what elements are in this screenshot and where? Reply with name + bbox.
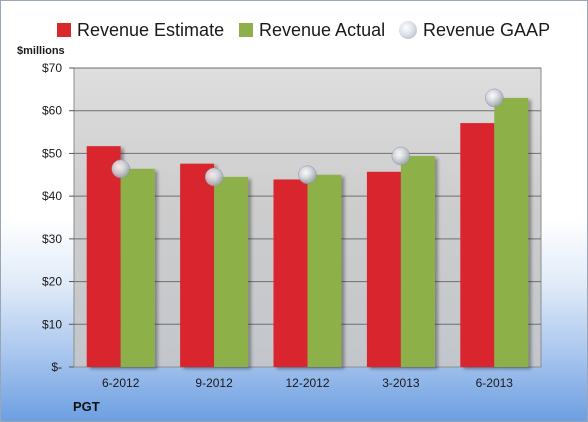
y-tick-label: $10: [42, 317, 62, 331]
y-tick-label: $50: [42, 146, 62, 160]
y-axis-unit-label: $millions: [17, 45, 65, 57]
y-tick-label: $60: [42, 104, 62, 118]
marker-revenue-gaap: [111, 159, 130, 179]
bar-revenue-estimate: [273, 179, 308, 367]
y-tick-label: $-: [51, 360, 62, 374]
bar-revenue-actual: [120, 168, 155, 367]
marker-revenue-gaap: [298, 165, 317, 185]
legend-swatch-gaap: [399, 21, 417, 39]
marker-revenue-gaap: [391, 146, 411, 166]
bar-revenue-actual: [307, 174, 342, 367]
legend-label-estimate: Revenue Estimate: [77, 19, 225, 40]
legend-label-gaap: Revenue GAAP: [423, 19, 551, 40]
x-tick-label: 6-2012: [102, 376, 140, 390]
bar-revenue-actual: [494, 97, 529, 368]
ticker-label: PGT: [73, 399, 100, 414]
x-tick-label: 6-2013: [476, 376, 514, 390]
bar-revenue-estimate: [180, 163, 215, 367]
legend-swatch-actual: [239, 23, 253, 37]
y-tick-label: $30: [42, 232, 62, 246]
x-tick-label: 9-2012: [195, 376, 233, 390]
bar-revenue-actual: [400, 155, 435, 367]
y-tick-label: $20: [42, 275, 62, 289]
legend-item-revenue-estimate: Revenue Estimate: [57, 17, 224, 43]
marker-revenue-gaap: [485, 88, 504, 108]
legend: Revenue Estimate Revenue Actual Revenue …: [1, 17, 587, 43]
marker-revenue-gaap: [204, 167, 224, 187]
legend-item-revenue-gaap: Revenue GAAP: [399, 17, 550, 43]
legend-swatch-estimate: [57, 23, 71, 37]
bar-revenue-estimate: [366, 171, 401, 367]
bar-revenue-estimate: [86, 146, 121, 367]
y-tick-label: $40: [42, 189, 62, 203]
x-tick-label: 12-2012: [285, 376, 329, 390]
y-tick-label: $70: [42, 61, 62, 75]
legend-label-actual: Revenue Actual: [259, 19, 386, 40]
x-tick-label: 3-2013: [382, 376, 420, 390]
bar-revenue-estimate: [460, 123, 495, 367]
legend-item-revenue-actual: Revenue Actual: [239, 17, 385, 43]
bar-revenue-actual: [214, 176, 249, 367]
